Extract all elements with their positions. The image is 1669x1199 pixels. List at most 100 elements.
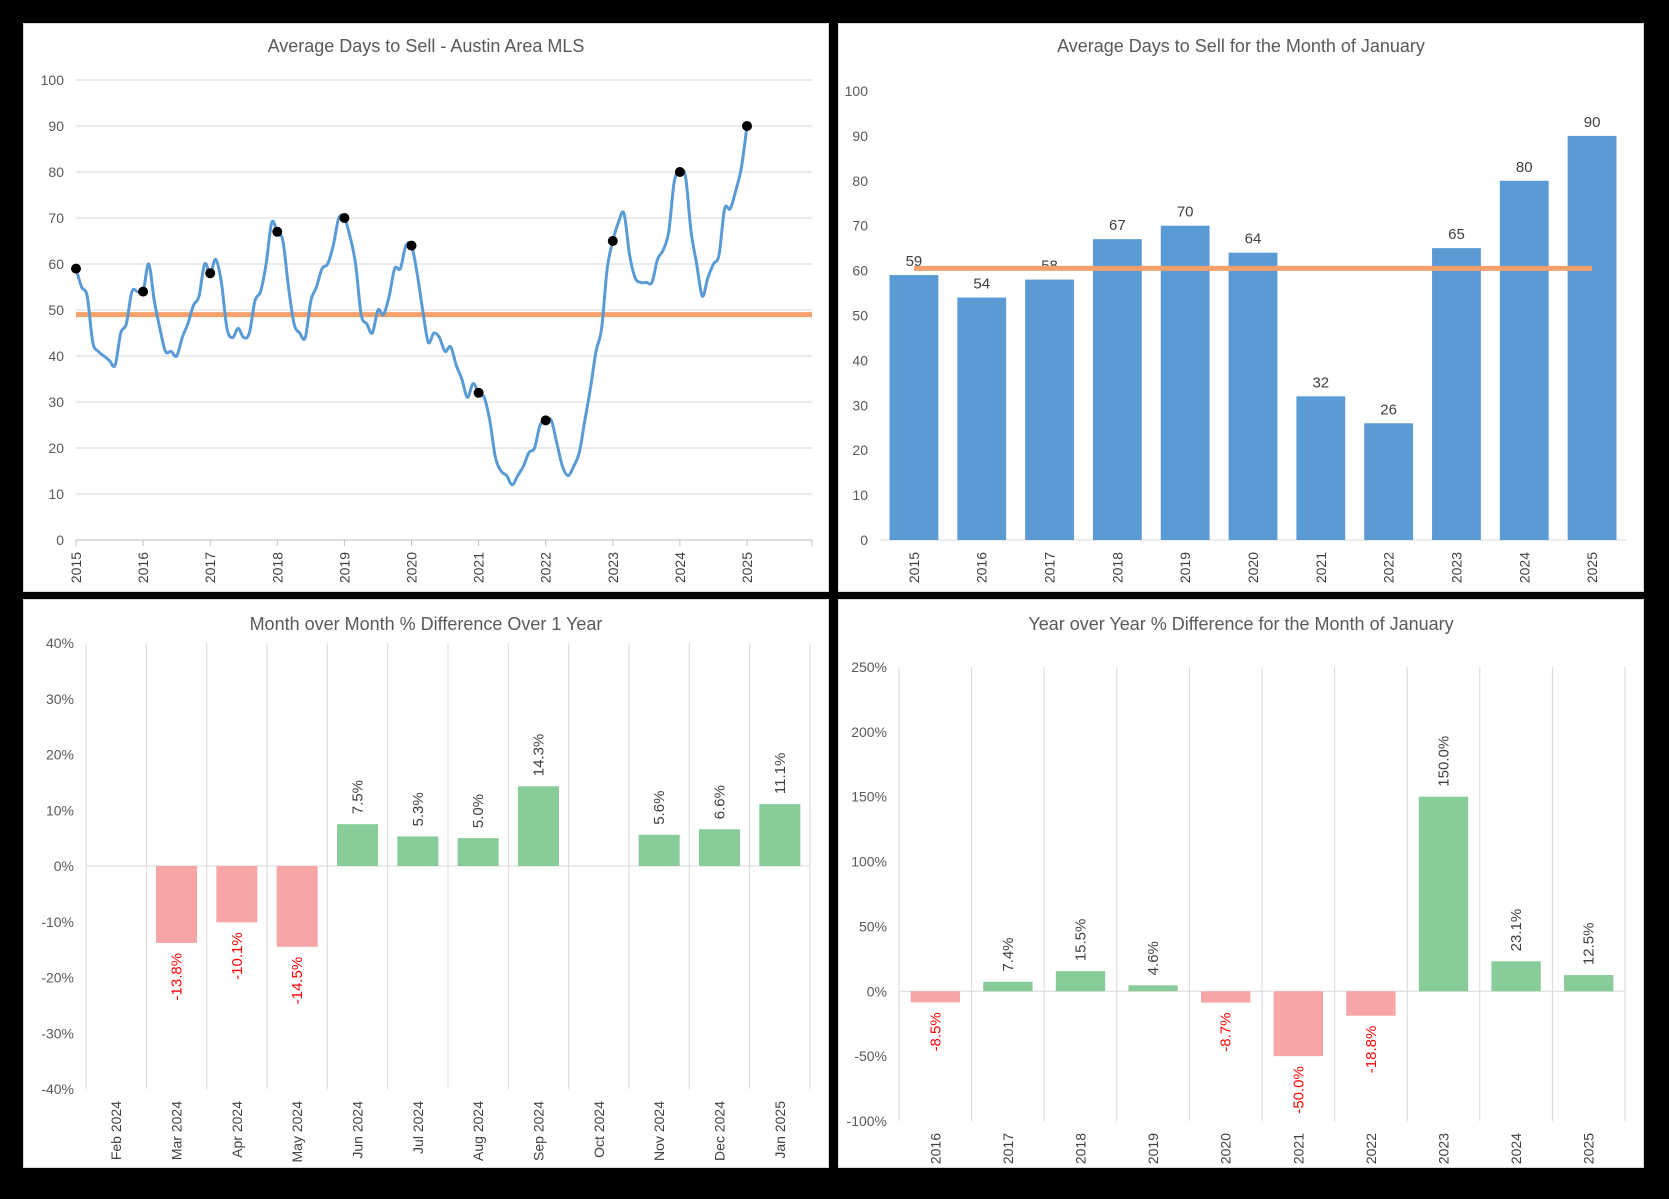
data-point — [674, 167, 685, 177]
bar — [1346, 991, 1396, 1016]
x-tick-label: 2025 — [739, 552, 755, 583]
y-tick-label: 0% — [54, 858, 74, 874]
x-tick-label: 2018 — [1109, 552, 1125, 583]
yoy-bar-chart-panel: Year over Year % Difference for the Mont… — [838, 599, 1644, 1168]
chart-title: Average Days to Sell for the Month of Ja… — [1057, 36, 1425, 56]
mom-bar-chart: -40% -30% -20% -10% 0% 10% 20% 30% 40% Feb 2024 Ma… — [41, 635, 811, 1162]
bar — [1228, 252, 1278, 540]
data-label: 11.1% — [772, 753, 789, 794]
bar — [1160, 225, 1210, 540]
data-label: 150.0% — [1436, 736, 1453, 787]
y-tick-label: 150% — [851, 789, 887, 805]
yoy-bar-chart: -100% -50% 0% 50% 100% 150% 200% 250% 2016 -8.5% 2… — [847, 659, 1626, 1164]
data-point — [742, 121, 752, 131]
bar — [910, 991, 960, 1003]
y-tick-label: 50 — [852, 308, 868, 324]
chart-title: Year over Year % Difference for the Mont… — [1028, 614, 1454, 634]
data-label: -13.8% — [169, 953, 186, 1001]
january-bar-chart: 0102030405060708090100201559201654201758… — [845, 83, 1626, 583]
y-tick-label: 40 — [852, 352, 868, 368]
x-tick-label: 2019 — [336, 552, 352, 583]
data-label: 5.6% — [651, 791, 668, 825]
x-tick-label: Dec 2024 — [712, 1101, 728, 1161]
x-tick-label: 2019 — [1145, 1133, 1161, 1164]
y-tick-label: 80 — [852, 173, 868, 189]
y-tick-label: 70 — [48, 210, 64, 226]
x-tick-label: Jun 2024 — [350, 1101, 366, 1159]
bar — [1364, 423, 1414, 540]
x-tick-label: 2022 — [1381, 552, 1397, 583]
x-tick-label: 2023 — [1448, 552, 1464, 583]
data-point — [272, 226, 283, 237]
x-tick-label: 2017 — [1042, 552, 1058, 583]
y-tick-label: 10 — [48, 486, 64, 502]
x-tick-label: 2015 — [906, 552, 922, 583]
data-label: 7.5% — [350, 780, 367, 814]
x-tick-label: 2021 — [1290, 1133, 1306, 1164]
data-label: 7.4% — [1000, 937, 1017, 971]
y-tick-label: 70 — [852, 218, 868, 234]
data-label: 32 — [1312, 374, 1329, 391]
bar — [698, 829, 741, 866]
y-tick-label: 40 — [48, 348, 64, 364]
bar — [957, 297, 1007, 540]
data-label: 64 — [1245, 231, 1262, 248]
bar — [1564, 975, 1614, 992]
bar — [517, 786, 560, 866]
y-tick-label: 90 — [852, 128, 868, 144]
x-tick-label: 2022 — [538, 552, 554, 583]
data-point — [138, 286, 149, 297]
data-label: -8.5% — [927, 1012, 944, 1051]
bar — [638, 834, 680, 866]
x-tick-label: Oct 2024 — [591, 1101, 607, 1158]
bar — [1273, 991, 1323, 1057]
data-label: 23.1% — [1508, 909, 1525, 952]
x-tick-label: 2016 — [974, 552, 990, 583]
data-point — [540, 415, 551, 426]
x-tick-label: Mar 2024 — [169, 1101, 185, 1160]
y-tick-label: 30% — [46, 691, 74, 707]
x-tick-label: 2020 — [1218, 1133, 1234, 1164]
data-label: 65 — [1448, 226, 1465, 243]
y-tick-label: -30% — [41, 1025, 74, 1041]
y-tick-label: -40% — [41, 1081, 74, 1097]
bar — [216, 866, 258, 923]
x-tick-label: 2024 — [1516, 552, 1532, 583]
data-label: 5.0% — [470, 794, 487, 828]
y-tick-label: -50% — [854, 1048, 887, 1064]
x-tick-label: 2016 — [927, 1133, 943, 1164]
bar — [276, 866, 318, 947]
y-tick-label: 20 — [48, 440, 64, 456]
y-tick-label: 30 — [852, 397, 868, 413]
y-tick-label: 80 — [48, 164, 64, 180]
bar — [1128, 985, 1178, 992]
bar — [983, 981, 1033, 992]
y-tick-label: 0% — [867, 983, 887, 999]
y-tick-label: 50% — [859, 918, 887, 934]
y-tick-label: 20% — [46, 747, 74, 763]
x-tick-label: 2023 — [1436, 1133, 1452, 1164]
x-tick-label: 2015 — [68, 552, 84, 583]
y-tick-label: -10% — [41, 914, 74, 930]
x-tick-label: 2018 — [269, 552, 285, 583]
data-label: -14.5% — [289, 957, 306, 1005]
data-label: 4.6% — [1145, 941, 1162, 975]
x-tick-label: 2017 — [1000, 1133, 1016, 1164]
y-tick-label: 20 — [852, 442, 868, 458]
x-tick-label: 2019 — [1177, 552, 1193, 583]
series-line — [74, 125, 749, 487]
x-tick-label: 2022 — [1363, 1133, 1379, 1164]
y-tick-label: 0 — [56, 532, 64, 548]
y-tick-label: 100 — [41, 72, 65, 88]
bar — [1499, 180, 1549, 541]
bar — [336, 824, 379, 866]
x-tick-label: 2017 — [202, 552, 218, 583]
bar — [1491, 961, 1541, 992]
data-point — [406, 240, 417, 251]
y-tick-label: 60 — [852, 263, 868, 279]
y-tick-label: 250% — [851, 659, 887, 675]
data-label: 90 — [1584, 114, 1601, 131]
chart-title: Month over Month % Difference Over 1 Yea… — [249, 614, 603, 634]
x-tick-label: 2020 — [404, 552, 420, 583]
bar — [1418, 796, 1469, 992]
